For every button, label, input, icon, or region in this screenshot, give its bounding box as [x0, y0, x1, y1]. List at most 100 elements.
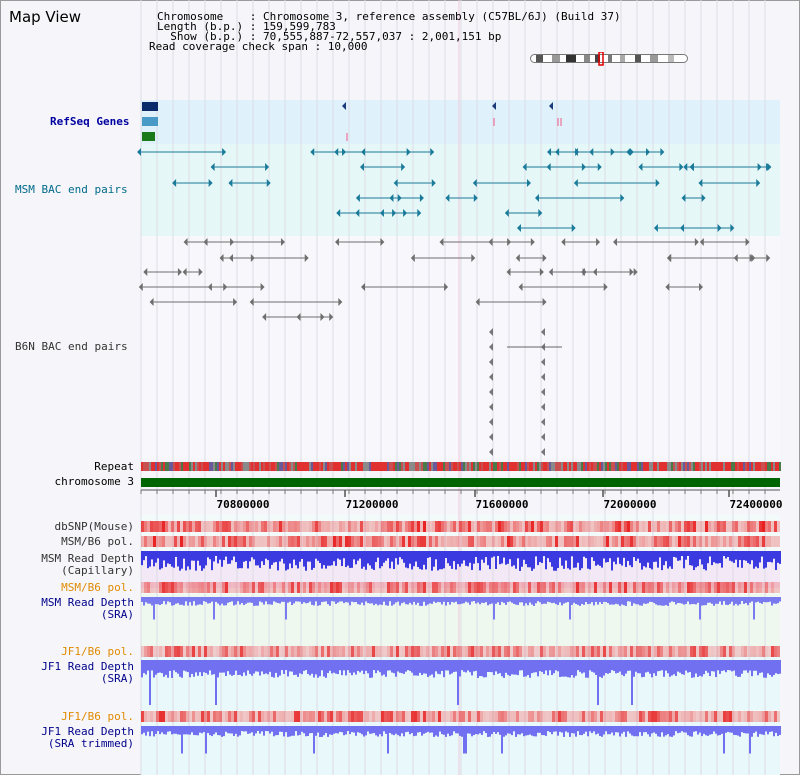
jf1-b6-pol-cell — [558, 646, 561, 657]
msm-depth-capillary-bar — [437, 551, 439, 571]
jf1-b6-pol-2-cell — [720, 711, 723, 722]
msm-b6-pol-cell — [246, 536, 249, 547]
dbsnp-cell — [510, 521, 513, 532]
msm-depth-capillary-bar — [155, 551, 157, 563]
jf1-b6-pol-2-cell — [249, 711, 252, 722]
jf1-depth-bar — [447, 660, 449, 671]
jf1-trimmed-depth-bar — [435, 726, 437, 736]
dbsnp-cell — [702, 521, 705, 532]
jf1-trimmed-depth-bar — [683, 726, 685, 733]
msm-depth-sra-bar — [303, 597, 305, 603]
jf1-depth-bar — [533, 660, 535, 673]
dbsnp-cell — [441, 521, 444, 532]
msm-depth-capillary-bar — [523, 551, 525, 560]
msm-depth-sra-bar — [557, 597, 559, 606]
msm-b6-pol-cell — [417, 536, 420, 547]
msm-depth-capillary-bar — [673, 551, 675, 557]
msm-b6-pol-2-cell — [468, 582, 471, 593]
jf1-depth-bar — [213, 660, 215, 675]
dbsnp-cell — [723, 521, 726, 532]
msm-depth-capillary-bar — [305, 551, 307, 571]
repeat-feature — [235, 462, 237, 471]
repeat-feature — [719, 462, 721, 471]
jf1-trimmed-depth-bar — [165, 726, 167, 735]
msm-depth-capillary-bar — [453, 551, 455, 562]
msm-depth-sra-bar — [581, 597, 583, 604]
msm-bac-pair-end — [538, 209, 543, 217]
msm-b6-pol-cell — [771, 536, 774, 547]
dbsnp-cell — [591, 521, 594, 532]
jf1-trimmed-depth-bar — [255, 726, 257, 734]
jf1-trimmed-depth-bar — [767, 726, 769, 735]
msm-depth-sra-bar — [167, 597, 169, 602]
jf1-trimmed-depth-bar — [777, 726, 779, 736]
jf1-b6-pol-2-cell — [186, 711, 189, 722]
msm-bac-pair-end — [573, 179, 578, 187]
b6n-bac-pair-end — [542, 254, 547, 262]
jf1-trimmed-depth-bar — [647, 726, 649, 735]
jf1-depth-bar — [565, 660, 567, 677]
jf1-b6-pol-2-cell — [234, 711, 237, 722]
jf1-b6-pol-cell — [444, 646, 447, 657]
msm-depth-sra-bar — [417, 597, 419, 603]
jf1-b6-pol-2-cell — [501, 711, 504, 722]
jf1-trimmed-depth-bar — [439, 726, 441, 732]
msm-b6-pol-2-cell — [201, 582, 204, 593]
jf1-b6-pol-2-cell — [741, 711, 744, 722]
msm-b6-pol-2-cell — [261, 582, 264, 593]
repeat-feature — [527, 462, 529, 471]
msm-depth-sra-bar — [733, 597, 735, 606]
jf1-trimmed-depth-bar — [609, 726, 611, 735]
track-label-refseq[interactable]: RefSeq Genes — [50, 115, 130, 128]
jf1-b6-pol-2-cell — [729, 711, 732, 722]
msm-depth-capillary-bar — [431, 551, 433, 571]
msm-depth-sra-bar — [231, 597, 233, 602]
msm-b6-pol-2-cell — [333, 582, 336, 593]
jf1-trimmed-depth-bar — [245, 726, 247, 732]
msm-depth-sra-bar — [671, 597, 673, 602]
msm-b6-pol-cell — [354, 536, 357, 547]
repeat-feature — [777, 462, 779, 471]
dbsnp-cell — [141, 521, 144, 532]
jf1-b6-pol-cell — [411, 646, 414, 657]
jf1-b6-pol-2-cell — [765, 711, 768, 722]
msm-b6-pol-2-cell — [576, 582, 579, 593]
chromosome-ideogram[interactable] — [530, 52, 690, 66]
repeat-feature — [161, 462, 163, 471]
dbsnp-cell — [615, 521, 618, 532]
jf1-depth-bar — [359, 660, 361, 673]
repeat-feature — [265, 462, 267, 471]
msm-b6-pol-2-cell — [225, 582, 228, 593]
dbsnp-cell — [513, 521, 516, 532]
msm-b6-pol-cell — [453, 536, 456, 547]
msm-b6-pol-cell — [768, 536, 771, 547]
jf1-depth-bar — [663, 660, 665, 677]
jf1-b6-pol-cell — [429, 646, 432, 657]
repeat-feature — [287, 462, 289, 471]
jf1-trimmed-depth-bar — [641, 726, 643, 736]
jf1-depth-bar — [301, 660, 303, 675]
repeat-feature — [141, 462, 143, 471]
repeat-feature — [355, 462, 357, 471]
msm-depth-capillary-bar — [199, 551, 201, 566]
msm-depth-capillary-bar — [535, 551, 537, 557]
msm-b6-pol-2-cell — [405, 582, 408, 593]
msm-depth-capillary-bar — [583, 551, 585, 557]
track-label-msm-bac[interactable]: MSM BAC end pairs — [15, 183, 128, 196]
track-label-b6n-bac[interactable]: B6N BAC end pairs — [15, 340, 128, 353]
msm-b6-pol-cell — [225, 536, 228, 547]
jf1-b6-pol-2-cell — [651, 711, 654, 722]
jf1-depth-bar — [721, 660, 723, 671]
msm-depth-sra-bar — [751, 597, 753, 602]
jf1-trimmed-depth-bar — [425, 726, 427, 733]
msm-depth-sra-bar — [717, 597, 719, 604]
jf1-b6-pol-cell — [285, 646, 288, 657]
msm-b6-pol-cell — [357, 536, 360, 547]
repeat-feature — [333, 462, 335, 471]
msm-depth-capillary-bar — [613, 551, 615, 562]
msm-depth-capillary-bar — [245, 551, 247, 561]
dbsnp-cell — [411, 521, 414, 532]
jf1-trimmed-depth-bar — [301, 726, 303, 732]
msm-b6-pol-2-cell — [270, 582, 273, 593]
